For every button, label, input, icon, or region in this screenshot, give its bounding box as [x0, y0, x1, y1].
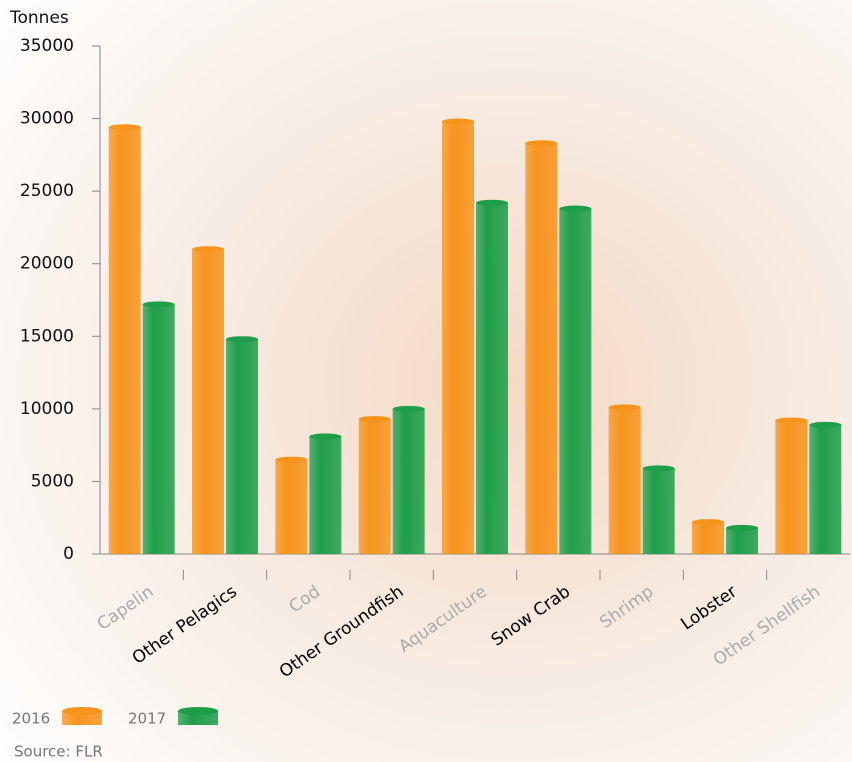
legend-swatch: [62, 711, 102, 725]
bar: [692, 522, 724, 554]
bar: [392, 408, 425, 554]
bar-cap: [442, 118, 474, 125]
bar-cap: [358, 416, 391, 423]
bar: [775, 420, 808, 554]
y-tick-label: 30000: [20, 109, 74, 129]
y-tick-label: 35000: [20, 36, 74, 56]
bar: [309, 436, 342, 554]
y-tick-label: 25000: [20, 181, 74, 201]
bar-cap: [142, 301, 175, 308]
y-axis-label: Tonnes: [9, 8, 69, 28]
bar-cap: [108, 124, 141, 131]
bar-cap: [726, 524, 758, 531]
y-tick-label: 20000: [20, 254, 74, 274]
legend-label: 2016: [12, 710, 50, 728]
bar: [608, 407, 641, 554]
bar: [642, 468, 675, 554]
y-tick-label: 0: [63, 544, 74, 564]
legend-label: 2017: [128, 710, 166, 728]
bar: [226, 339, 258, 554]
bar: [559, 208, 592, 554]
bar-cap: [642, 465, 675, 472]
y-tick-label: 10000: [20, 399, 74, 419]
bar-cap: [608, 404, 641, 411]
y-tick-label: 15000: [20, 326, 74, 346]
bar: [192, 249, 224, 554]
bar: [525, 143, 558, 554]
bar-cap: [775, 417, 808, 424]
bar-cap: [809, 421, 842, 428]
bar: [726, 527, 758, 554]
bar: [442, 121, 474, 554]
bar-cap: [275, 456, 308, 463]
bar-cap: [559, 205, 592, 212]
bar-cap: [226, 336, 258, 343]
bar-cap: [309, 433, 342, 440]
bar: [476, 202, 508, 555]
legend-swatch: [178, 711, 218, 725]
bar: [108, 127, 141, 554]
bar-cap: [476, 199, 508, 206]
bar-cap: [525, 140, 558, 147]
bar: [142, 304, 175, 554]
legend-swatch-cap: [178, 707, 218, 715]
legend-swatch-cap: [62, 707, 102, 715]
bar-cap: [192, 246, 224, 253]
bar: [358, 419, 391, 554]
bar-cap: [692, 519, 724, 526]
bar: [809, 424, 842, 554]
y-tick-label: 5000: [31, 471, 74, 491]
bar: [275, 459, 308, 554]
source: Source: FLR: [14, 743, 103, 761]
bar-cap: [392, 405, 425, 412]
